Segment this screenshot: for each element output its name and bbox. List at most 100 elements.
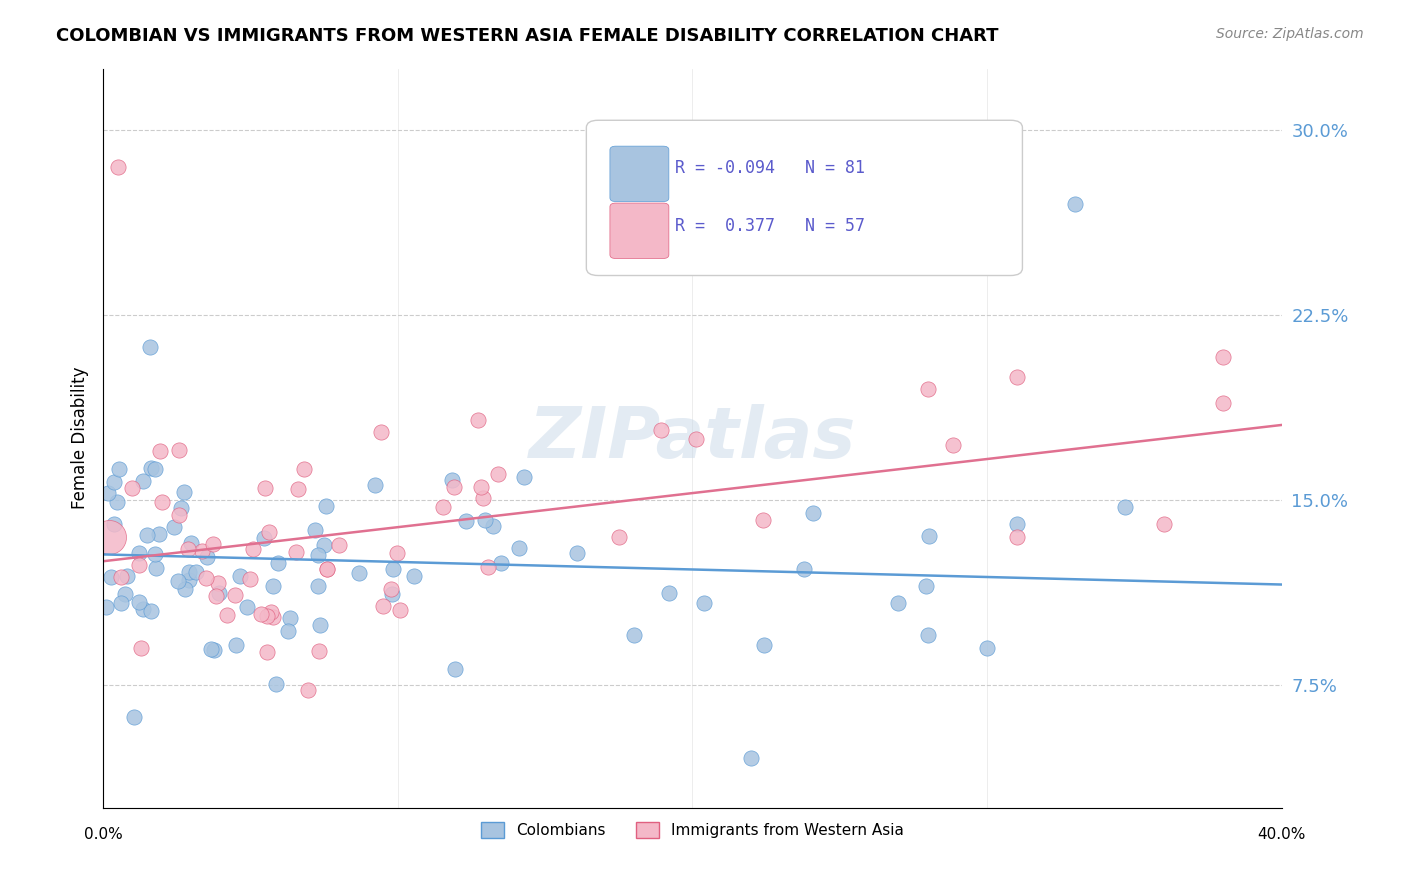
Point (513, 470, 536, 484)
Point (308, 644, 330, 658)
Text: 0.0%: 0.0% (84, 828, 122, 842)
Point (202, 642, 225, 657)
Point (132, 602, 155, 616)
Point (207, 575, 229, 590)
Point (444, 663, 467, 677)
Point (166, 574, 188, 589)
Point (402, 568, 425, 582)
Point (371, 599, 394, 613)
Point (477, 559, 499, 574)
Text: ZIPatlas: ZIPatlas (529, 404, 856, 473)
Point (1212, 396, 1234, 410)
Point (315, 562, 337, 576)
Point (385, 546, 408, 560)
Point (304, 523, 326, 537)
Point (103, 516, 125, 531)
Point (224, 588, 246, 602)
Point (307, 548, 329, 562)
Point (208, 585, 231, 599)
Point (132, 475, 155, 489)
Point (1005, 369, 1028, 384)
Point (110, 570, 132, 584)
Point (607, 530, 630, 544)
Point (143, 462, 166, 476)
Point (1212, 350, 1234, 364)
Point (256, 608, 278, 623)
Point (307, 579, 329, 593)
Point (328, 538, 350, 552)
FancyBboxPatch shape (610, 146, 669, 202)
Point (918, 529, 941, 543)
Point (184, 565, 207, 579)
Point (278, 611, 301, 625)
Point (170, 501, 193, 516)
Point (257, 525, 280, 540)
Point (471, 491, 494, 505)
Point (1005, 530, 1028, 544)
Point (108, 461, 131, 475)
Point (277, 624, 299, 638)
Point (801, 506, 824, 520)
Point (103, 475, 125, 489)
Point (148, 527, 170, 541)
Point (470, 480, 492, 494)
Point (481, 519, 503, 533)
Point (202, 537, 225, 551)
Point (382, 561, 405, 575)
Point (751, 513, 773, 527)
Point (143, 547, 166, 561)
Point (242, 541, 264, 556)
Point (287, 482, 309, 496)
Point (191, 544, 214, 558)
Point (388, 602, 411, 616)
Point (225, 638, 247, 652)
Point (432, 500, 454, 515)
Point (100, 570, 122, 584)
Point (917, 382, 939, 396)
Point (312, 538, 335, 552)
Point (976, 640, 998, 655)
Point (264, 677, 287, 691)
Point (315, 562, 337, 576)
Point (267, 556, 290, 570)
Point (508, 541, 530, 555)
Point (152, 495, 174, 509)
Point (128, 558, 150, 573)
Point (1153, 517, 1175, 532)
Point (262, 578, 284, 592)
Point (315, 499, 337, 513)
Point (204, 589, 226, 603)
Text: Source: ZipAtlas.com: Source: ZipAtlas.com (1216, 27, 1364, 41)
Point (370, 425, 392, 440)
Point (381, 587, 404, 601)
Point (262, 609, 284, 624)
Point (117, 569, 139, 583)
Point (136, 528, 159, 542)
Point (567, 546, 589, 560)
Point (253, 531, 276, 545)
Point (122, 710, 145, 724)
Point (942, 438, 965, 452)
Point (107, 160, 129, 174)
Y-axis label: Female Disability: Female Disability (72, 367, 89, 509)
Point (180, 535, 202, 549)
Point (685, 432, 707, 446)
Point (754, 638, 776, 652)
Point (915, 579, 938, 593)
Point (145, 560, 167, 574)
Point (139, 340, 162, 354)
Text: 40.0%: 40.0% (1257, 828, 1306, 842)
Point (194, 571, 217, 585)
Point (1005, 517, 1028, 532)
Point (167, 443, 190, 458)
Point (105, 494, 128, 508)
Point (347, 566, 370, 580)
Point (260, 605, 283, 619)
Point (467, 413, 489, 427)
Point (454, 514, 477, 528)
Text: R =  0.377   N = 57: R = 0.377 N = 57 (675, 217, 865, 235)
Point (97, 485, 120, 500)
Point (94, 599, 117, 614)
Point (177, 565, 200, 579)
Point (254, 481, 277, 495)
